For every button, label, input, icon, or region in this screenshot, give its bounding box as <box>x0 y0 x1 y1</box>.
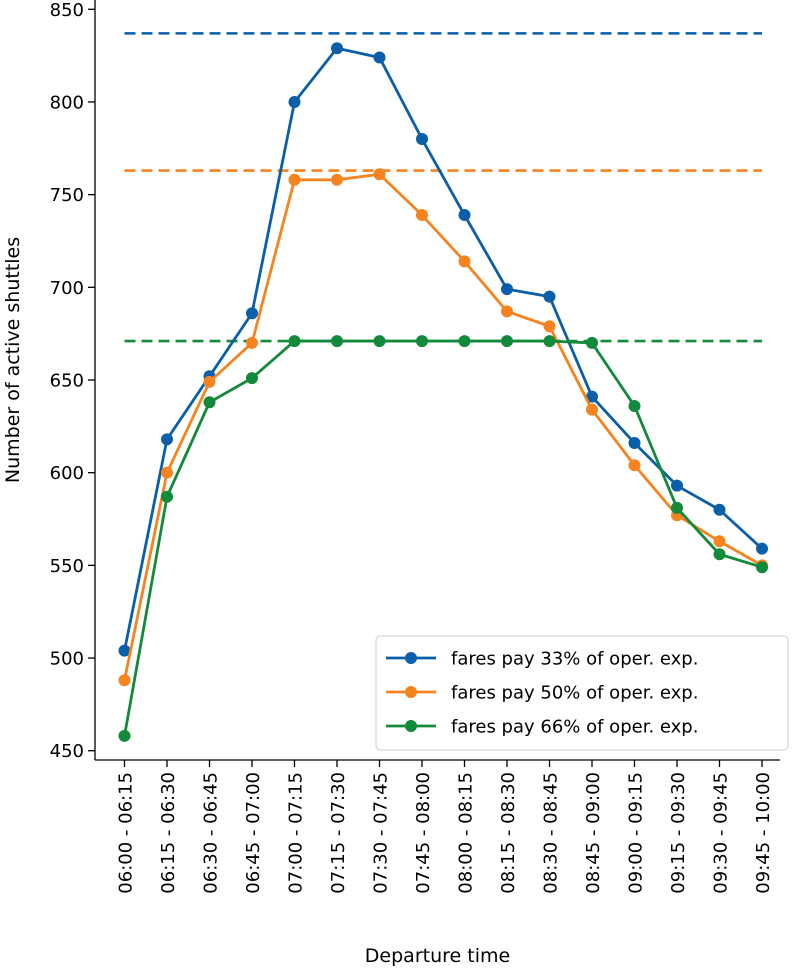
point-series-2-2 <box>161 466 173 479</box>
x-tick-label-9: 08:00 - 08:15 <box>456 772 477 894</box>
point-series-3-3 <box>203 396 216 409</box>
y-tick-label-800: 800 <box>50 92 84 113</box>
x-tick-label-5: 07:00 - 07:15 <box>286 772 307 894</box>
y-axis-label: Number of active shuttles <box>2 237 24 483</box>
legend-label-3: fares pay 66% of oper. exp. <box>451 717 698 738</box>
point-series-2-4 <box>246 336 258 349</box>
point-series-1-16 <box>756 542 768 555</box>
point-series-1-8 <box>416 133 428 146</box>
plot-area <box>118 32 768 742</box>
point-series-3-16 <box>756 561 768 574</box>
y-tick-label-450: 450 <box>50 741 84 762</box>
y-tick-label-700: 700 <box>50 278 84 299</box>
point-series-1-11 <box>543 290 556 303</box>
x-tick-label-10: 08:15 - 08:30 <box>498 772 519 894</box>
y-tick-label-600: 600 <box>50 463 84 484</box>
point-series-1-15 <box>713 503 726 516</box>
y-tick-label-500: 500 <box>50 649 84 670</box>
point-series-2-12 <box>586 403 598 416</box>
x-tick-label-12: 08:45 - 09:00 <box>583 772 604 894</box>
series-line-1 <box>123 46 763 651</box>
x-tick-label-2: 06:15 - 06:30 <box>158 772 179 894</box>
x-tick-label-14: 09:15 - 09:30 <box>668 772 689 894</box>
point-series-1-12 <box>586 390 598 403</box>
series-line-3 <box>123 339 763 737</box>
y-tick-label-850: 850 <box>50 0 84 21</box>
point-series-3-9 <box>458 335 471 348</box>
legend-label-1: fares pay 33% of oper. exp. <box>451 649 698 670</box>
point-series-2-10 <box>501 305 513 318</box>
point-series-3-7 <box>373 335 386 348</box>
x-tick-label-13: 09:00 - 09:15 <box>626 772 647 894</box>
point-series-3-4 <box>246 372 258 385</box>
point-series-1-1 <box>118 644 131 657</box>
series-line-2 <box>123 172 763 681</box>
x-tick-label-15: 09:30 - 09:45 <box>711 772 732 894</box>
legend-label-2: fares pay 50% of oper. exp. <box>451 683 698 704</box>
point-series-1-10 <box>501 283 513 296</box>
y-tick-label-750: 750 <box>50 185 84 206</box>
x-tick-label-4: 06:45 - 07:00 <box>243 772 264 894</box>
legend-marker-1 <box>405 652 417 664</box>
point-series-3-8 <box>416 335 428 348</box>
point-series-2-6 <box>331 173 343 186</box>
x-axis-label: Departure time <box>365 945 510 967</box>
legend-box <box>375 635 789 751</box>
point-series-2-11 <box>543 320 556 333</box>
point-series-2-13 <box>628 459 641 472</box>
point-series-1-6 <box>331 42 343 55</box>
legend-marker-2 <box>405 686 417 698</box>
point-series-2-3 <box>203 375 216 388</box>
x-tick-label-6: 07:15 - 07:30 <box>328 772 349 894</box>
point-series-2-8 <box>416 209 428 222</box>
point-series-3-12 <box>586 336 598 349</box>
point-series-1-2 <box>161 433 173 446</box>
point-series-2-9 <box>458 255 471 268</box>
point-series-1-13 <box>628 437 641 450</box>
x-tick-label-3: 06:30 - 06:45 <box>201 772 222 894</box>
point-series-2-1 <box>118 674 131 687</box>
x-tick-label-8: 07:45 - 08:00 <box>413 772 434 894</box>
y-tick-label-650: 650 <box>50 371 84 392</box>
x-tick-label-7: 07:30 - 07:45 <box>371 772 392 894</box>
legend: fares pay 33% of oper. exp. fares pay 50%… <box>375 635 789 751</box>
point-series-1-4 <box>246 307 258 320</box>
legend-marker-3 <box>405 720 417 732</box>
point-series-2-7 <box>373 168 386 181</box>
point-series-1-14 <box>671 479 683 492</box>
x-tick-label-11: 08:30 - 08:45 <box>541 772 562 894</box>
axes: 450 500 550 600 650 700 750 800 850 06:00 - 06:15… <box>50 0 780 894</box>
point-series-3-14 <box>671 501 683 514</box>
point-series-3-10 <box>501 335 513 348</box>
point-series-3-1 <box>118 729 131 742</box>
point-series-1-5 <box>288 95 301 108</box>
point-series-3-13 <box>628 399 641 412</box>
point-series-3-2 <box>161 490 173 503</box>
x-tick-label-1: 06:00 - 06:15 <box>116 772 137 894</box>
point-series-3-11 <box>543 335 556 348</box>
point-series-1-7 <box>373 51 386 64</box>
point-series-1-9 <box>458 209 471 222</box>
point-series-2-5 <box>288 173 301 186</box>
point-series-3-15 <box>713 548 726 561</box>
point-series-3-5 <box>288 335 301 348</box>
x-tick-label-16: 09:45 - 10:00 <box>753 772 774 894</box>
y-tick-label-550: 550 <box>50 556 84 577</box>
point-series-2-15 <box>713 535 726 548</box>
point-series-3-6 <box>331 335 343 348</box>
